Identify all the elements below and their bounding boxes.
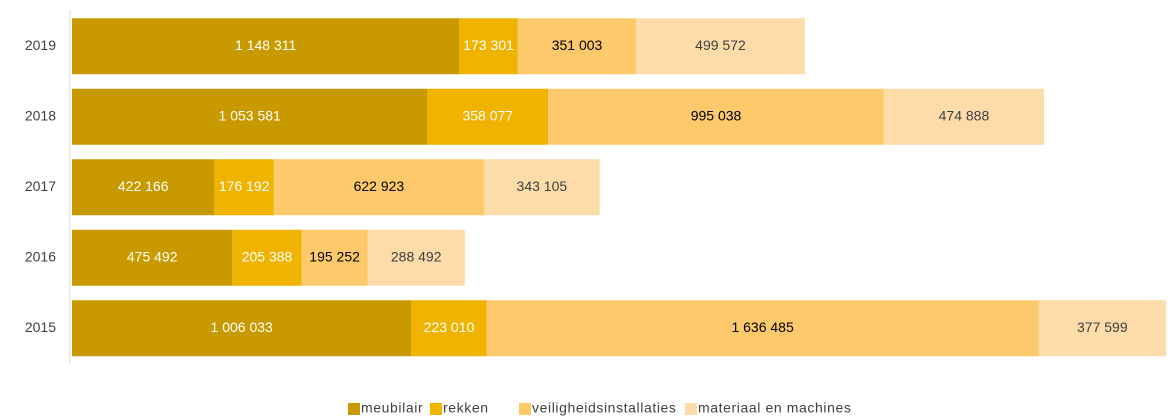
data-label: 343 105 [517,178,568,194]
bar-segment [517,18,637,75]
legend-swatch [430,403,442,415]
data-label: 422 166 [118,178,169,194]
data-label: 205 388 [242,248,293,264]
data-label: 223 010 [424,319,475,335]
data-label: 176 192 [219,178,270,194]
data-label: 474 888 [939,107,990,123]
y-tick-label: 2015 [25,319,56,335]
y-tick-label: 2017 [25,178,56,194]
bar-segment [72,229,233,286]
legend-swatch [348,403,360,415]
bar-segment [483,159,600,216]
bar-segment [367,229,465,286]
data-label: 475 492 [127,248,178,264]
bar-segment [72,159,215,216]
bar-segment [232,229,302,286]
bar-segment [72,300,412,357]
bar-segment [883,88,1045,145]
data-label: 622 923 [354,178,405,194]
legend-label: rekken [443,400,489,416]
data-label: 173 301 [463,37,514,53]
data-label: 1 636 485 [731,319,793,335]
bar-segment [1038,300,1166,357]
data-label: 358 077 [462,107,513,123]
bar-segment [548,88,884,145]
bar-segment [301,229,368,286]
data-label: 351 003 [552,37,603,53]
y-tick-label: 2019 [25,37,56,53]
bar-segment [214,159,274,216]
bar-segment [427,88,549,145]
legend-swatch [519,403,531,415]
bar-segment [72,88,428,145]
y-tick-label: 2018 [25,107,56,123]
data-label: 288 492 [391,248,442,264]
bar-segment [411,300,487,357]
bar-segment [636,18,805,75]
data-label: 195 252 [309,248,360,264]
legend-label: veiligheidsinstallaties [532,400,677,416]
data-label: 1 006 033 [211,319,273,335]
data-label: 377 599 [1077,319,1128,335]
legend-label: materiaal en machines [698,400,851,416]
y-tick-label: 2016 [25,248,56,264]
bar-segment [459,18,518,75]
data-label: 995 038 [691,107,742,123]
data-label: 499 572 [695,37,746,53]
data-label: 1 148 311 [235,37,296,53]
legend-swatch [685,403,697,415]
bar-segment [486,300,1039,357]
data-label: 1 053 581 [219,107,281,123]
bar-segment [72,18,460,75]
legend-label: meubilair [361,400,423,416]
bar-segment [273,159,484,216]
